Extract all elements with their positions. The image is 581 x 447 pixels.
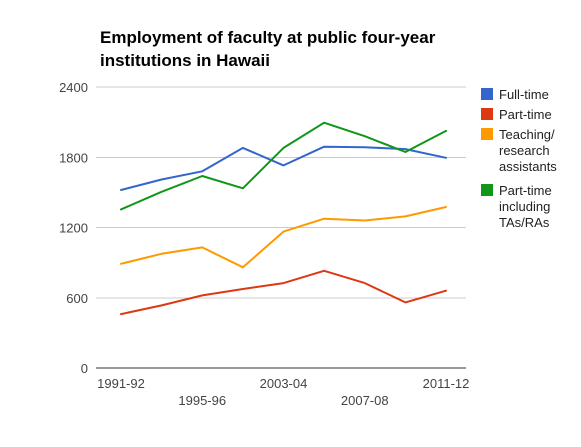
y-tick-label: 0 bbox=[81, 361, 88, 376]
legend-label: TAs/RAs bbox=[499, 215, 550, 230]
series-line-2 bbox=[120, 269, 447, 316]
legend-label: assistants bbox=[499, 159, 557, 174]
y-tick-label: 600 bbox=[66, 291, 88, 306]
y-tick-label: 1200 bbox=[59, 221, 88, 236]
y-axis-tick-labels: 0 600 1200 1800 2400 bbox=[59, 80, 88, 376]
series-line-1 bbox=[120, 145, 447, 191]
legend-swatch bbox=[481, 184, 493, 196]
x-tick-label: 2007-08 bbox=[341, 393, 389, 408]
legend-label: including bbox=[499, 199, 550, 214]
chart-title-line-2: institutions in Hawaii bbox=[100, 51, 270, 70]
series-line-3 bbox=[120, 206, 447, 269]
gridlines bbox=[96, 86, 466, 369]
legend-swatch bbox=[481, 88, 493, 100]
chart-title-line-1: Employment of faculty at public four-yea… bbox=[100, 28, 436, 47]
legend: Full-time Part-time Teaching/researchassis… bbox=[481, 87, 557, 230]
x-tick-label: 1991-92 bbox=[97, 376, 145, 391]
y-tick-label: 2400 bbox=[59, 80, 88, 95]
legend-label: research bbox=[499, 143, 550, 158]
series-lines bbox=[120, 121, 447, 316]
legend-swatch bbox=[481, 108, 493, 120]
x-tick-label: 2003-04 bbox=[260, 376, 308, 391]
legend-label: Teaching/ bbox=[499, 127, 555, 142]
x-tick-label: 2011-12 bbox=[423, 376, 470, 391]
x-axis-tick-labels: 1991-92 1995-96 2003-04 2007-08 2011-12 bbox=[97, 376, 469, 408]
legend-label: Full-time bbox=[499, 87, 549, 102]
legend-label: Part-time bbox=[499, 107, 552, 122]
legend-label: Part-time bbox=[499, 183, 552, 198]
series-line-4 bbox=[120, 121, 447, 211]
x-tick-label: 1995-96 bbox=[178, 393, 226, 408]
y-tick-label: 1800 bbox=[59, 150, 88, 165]
legend-swatch bbox=[481, 128, 493, 140]
